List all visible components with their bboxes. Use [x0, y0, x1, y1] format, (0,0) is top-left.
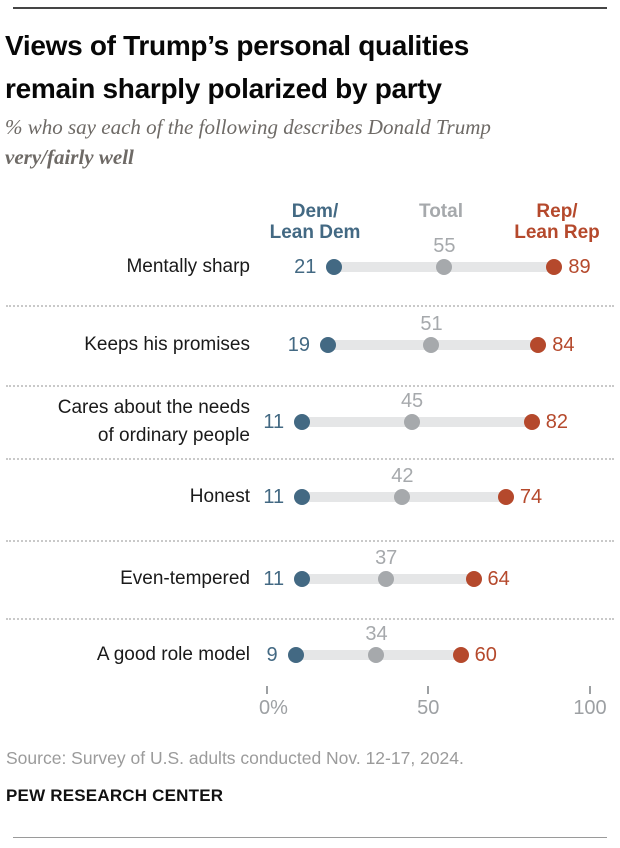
- axis-tick: [265, 686, 268, 694]
- dem-value: 9: [266, 644, 278, 666]
- total-dot: [368, 647, 385, 663]
- rep-dot: [546, 259, 563, 275]
- total-dot: [378, 571, 395, 587]
- subtitle-bold-text: very/fairly well: [5, 145, 134, 169]
- total-value: 42: [391, 465, 414, 487]
- dem-dot: [294, 571, 311, 587]
- page-title: Views of Trump’s personal qualities rema…: [5, 30, 470, 104]
- axis-tick-label: 0%: [259, 697, 288, 719]
- total-value: 55: [433, 235, 456, 257]
- total-value: 51: [420, 313, 443, 335]
- row-separator: [6, 385, 614, 387]
- dem-dot: [294, 489, 311, 505]
- rep-value: 74: [519, 486, 543, 508]
- row-separator: [6, 305, 614, 307]
- brand-name: PEW RESEARCH CENTER: [6, 786, 224, 805]
- rep-value: 89: [568, 256, 591, 278]
- row-label: Honest: [189, 486, 250, 507]
- legend-dem: Dem/ Lean Dem: [269, 201, 361, 243]
- source-note: Source: Survey of U.S. adults conducted …: [6, 748, 464, 768]
- axis-tick-label: 100: [573, 697, 607, 719]
- rep-dot: [452, 647, 469, 663]
- top-rule: [13, 7, 607, 9]
- total-dot: [404, 414, 421, 430]
- dem-dot: [294, 414, 311, 430]
- bottom-rule: [13, 837, 607, 838]
- total-value: 45: [400, 390, 424, 412]
- dem-value: 19: [287, 334, 310, 356]
- row-separator: [6, 458, 614, 460]
- dem-dot: [319, 337, 336, 353]
- rep-dot: [523, 414, 540, 430]
- row-label: Mentally sharp: [126, 256, 250, 277]
- rep-value: 82: [545, 411, 569, 433]
- legend-rep: Rep/ Lean Rep: [514, 201, 600, 243]
- row-label: Cares about the needs of ordinary people: [57, 397, 250, 446]
- axis-tick: [427, 686, 430, 694]
- row-label: A good role model: [96, 644, 250, 665]
- total-dot: [394, 489, 411, 505]
- dem-dot: [287, 647, 304, 663]
- chart-subtitle: % who say each of the following describe…: [5, 112, 520, 172]
- rep-value: 60: [474, 644, 497, 666]
- axis-tick-label: 50: [417, 697, 440, 719]
- dem-value: 21: [294, 256, 317, 278]
- rep-dot: [465, 571, 482, 587]
- row-separator: [6, 618, 614, 620]
- total-dot: [436, 259, 453, 275]
- dem-value: 11: [263, 568, 285, 590]
- total-value: 37: [375, 547, 398, 569]
- rep-value: 84: [552, 334, 575, 356]
- dem-value: 11: [263, 411, 285, 433]
- total-dot: [423, 337, 440, 353]
- dem-value: 11: [263, 486, 285, 508]
- rep-value: 64: [487, 568, 510, 590]
- row-separator: [6, 540, 614, 542]
- row-label: Keeps his promises: [84, 334, 250, 355]
- axis-tick: [589, 686, 591, 694]
- legend-total: Total: [419, 201, 463, 222]
- total-value: 34: [365, 623, 388, 645]
- rep-dot: [530, 337, 547, 353]
- subtitle-text: % who say each of the following describe…: [5, 115, 491, 139]
- dem-dot: [326, 259, 343, 275]
- row-label: Even-tempered: [120, 568, 250, 589]
- rep-dot: [497, 489, 514, 505]
